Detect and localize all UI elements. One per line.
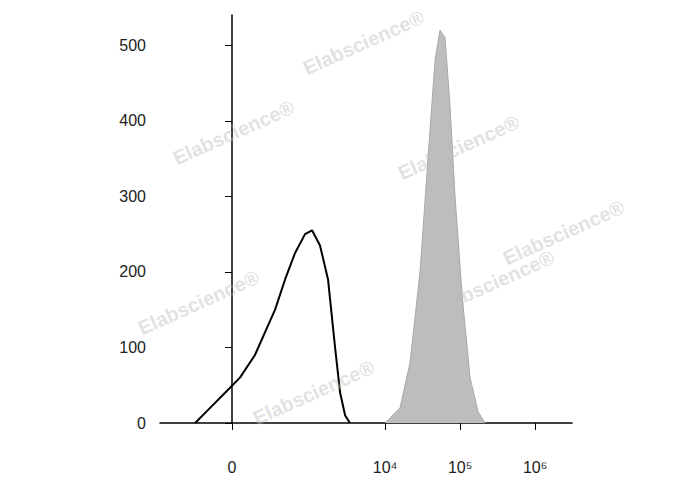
- svg-text:10⁴: 10⁴: [373, 459, 398, 476]
- svg-text:Elabscience®: Elabscience®: [170, 96, 298, 169]
- svg-text:Elabscience®: Elabscience®: [395, 111, 523, 184]
- svg-text:0: 0: [228, 459, 237, 476]
- svg-text:Elabscience®: Elabscience®: [500, 196, 628, 269]
- svg-text:0: 0: [137, 415, 146, 432]
- svg-text:Elabscience®: Elabscience®: [250, 356, 378, 429]
- svg-text:Elabscience®: Elabscience®: [430, 246, 558, 319]
- svg-text:Elabscience®: Elabscience®: [135, 266, 263, 339]
- svg-text:100: 100: [119, 339, 146, 356]
- svg-text:10⁶: 10⁶: [523, 459, 547, 476]
- svg-text:Elabscience®: Elabscience®: [300, 6, 428, 79]
- svg-text:10⁵: 10⁵: [448, 459, 472, 476]
- svg-text:200: 200: [119, 263, 146, 280]
- svg-text:500: 500: [119, 37, 146, 54]
- svg-text:300: 300: [119, 188, 146, 205]
- svg-text:400: 400: [119, 112, 146, 129]
